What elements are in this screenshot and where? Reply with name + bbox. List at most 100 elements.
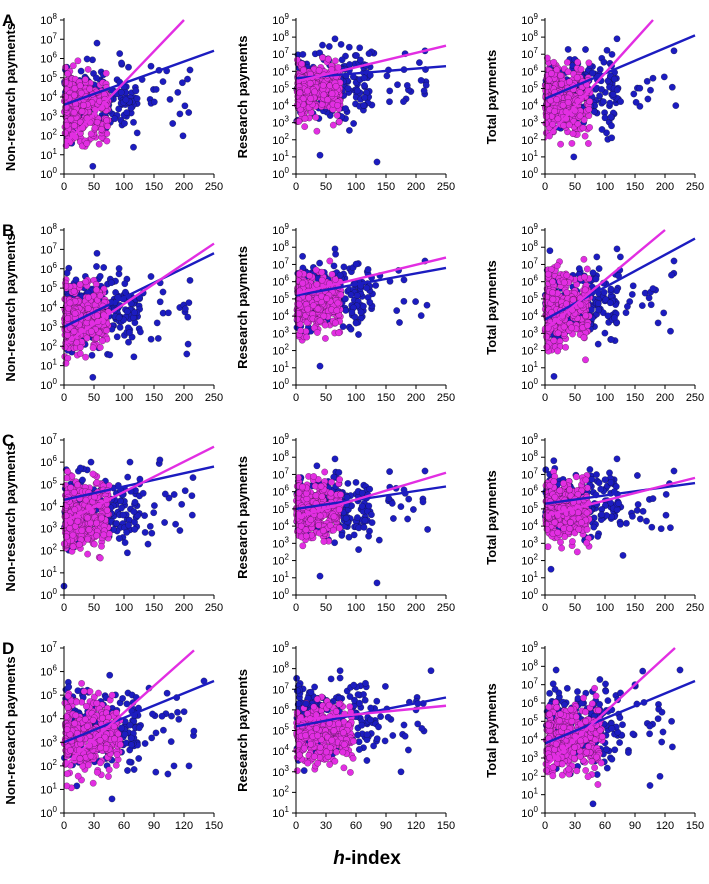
x-tick-label: 150	[377, 392, 395, 404]
point-male	[93, 263, 100, 270]
point-female	[336, 524, 343, 532]
point-male	[638, 302, 646, 309]
point-male	[159, 78, 167, 85]
point-male	[151, 502, 158, 509]
y-tick-label: 104	[272, 518, 289, 533]
point-female	[305, 294, 313, 302]
x-tick-label: 150	[626, 392, 644, 404]
point-female	[293, 315, 301, 323]
point-male	[93, 249, 101, 257]
point-male	[87, 458, 95, 466]
point-male	[360, 523, 368, 531]
point-male	[325, 43, 333, 50]
y-tick-label: 108	[272, 449, 289, 464]
point-male	[373, 158, 381, 166]
point-female	[70, 328, 78, 335]
point-male	[77, 464, 84, 472]
point-female	[315, 66, 323, 74]
y-tick-label: 100	[40, 377, 57, 392]
point-female	[324, 55, 332, 63]
point-female	[82, 353, 89, 361]
point-male	[106, 351, 114, 359]
point-female	[565, 121, 573, 129]
point-male	[126, 329, 133, 336]
data-points	[541, 455, 678, 573]
point-male	[122, 96, 130, 104]
y-tick-label: 104	[521, 308, 538, 323]
point-female	[64, 331, 71, 339]
y-tick-label: 102	[521, 343, 538, 358]
point-female	[63, 121, 71, 129]
point-female	[311, 482, 319, 490]
point-female	[583, 265, 591, 273]
x-tick-label: 200	[407, 602, 425, 614]
point-male	[299, 51, 307, 58]
point-male	[121, 120, 128, 127]
x-tick-label: 150	[145, 392, 163, 404]
point-female	[314, 305, 322, 313]
point-male	[550, 373, 558, 380]
point-male	[383, 72, 391, 80]
point-male	[360, 102, 368, 109]
point-male	[100, 264, 108, 271]
point-male	[589, 269, 597, 277]
point-female	[312, 492, 320, 499]
y-tick-label: 108	[272, 239, 289, 254]
point-female	[313, 280, 321, 288]
data-points	[60, 456, 197, 590]
point-male	[331, 455, 339, 463]
point-male	[169, 120, 177, 127]
y-tick-label: 108	[40, 12, 57, 27]
point-male	[313, 462, 321, 470]
point-male	[96, 272, 104, 280]
point-male	[634, 501, 642, 508]
point-male	[147, 335, 155, 343]
point-male	[121, 280, 129, 288]
point-male	[107, 279, 115, 287]
y-tick-label: 106	[521, 63, 538, 78]
point-male	[184, 75, 191, 83]
y-tick-label: 103	[272, 535, 289, 550]
point-male	[170, 491, 178, 498]
point-male	[115, 314, 123, 322]
point-female	[304, 87, 311, 95]
y-tick-label: 100	[272, 377, 289, 392]
point-female	[66, 524, 74, 532]
point-female	[82, 278, 90, 286]
point-male	[123, 109, 131, 116]
point-female	[550, 337, 558, 344]
point-male	[141, 529, 149, 536]
x-tick-label: 250	[205, 181, 223, 193]
point-female	[336, 476, 343, 483]
point-male	[79, 476, 86, 484]
y-tick-label: 109	[521, 222, 538, 237]
point-female	[332, 82, 340, 90]
point-male	[147, 62, 155, 70]
point-female	[581, 286, 589, 294]
point-male	[668, 271, 675, 279]
point-male	[594, 300, 602, 307]
point-female	[549, 278, 557, 286]
point-female	[334, 299, 342, 307]
point-male	[161, 519, 168, 526]
point-male	[667, 524, 674, 532]
y-tick-label: 103	[40, 521, 57, 536]
point-female	[102, 69, 110, 77]
y-tick-label: 104	[272, 98, 289, 113]
point-male	[331, 35, 339, 43]
point-male	[575, 265, 583, 272]
y-tick-label: 106	[40, 454, 57, 469]
x-tick-label: 0	[293, 392, 299, 404]
point-male	[396, 319, 403, 326]
point-female	[69, 531, 77, 539]
point-male	[613, 35, 621, 43]
point-male	[617, 98, 624, 105]
point-male	[355, 546, 362, 553]
y-axis-label: Non-research payments	[3, 233, 18, 381]
point-male	[343, 493, 351, 501]
point-male	[623, 519, 630, 527]
point-male	[115, 265, 123, 272]
point-female	[585, 106, 593, 113]
x-tick-label: 150	[377, 181, 395, 193]
point-male	[365, 50, 373, 57]
